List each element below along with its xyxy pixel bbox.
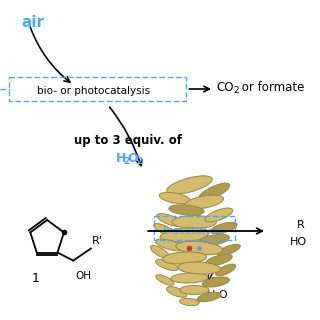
Ellipse shape: [169, 205, 204, 215]
Text: H: H: [116, 151, 126, 164]
Ellipse shape: [197, 292, 221, 302]
Ellipse shape: [159, 192, 190, 204]
Text: or formate: or formate: [237, 81, 304, 93]
Ellipse shape: [217, 244, 240, 256]
Text: OH: OH: [75, 271, 91, 281]
Text: 2: 2: [136, 156, 143, 165]
Text: HO: HO: [290, 237, 307, 247]
Ellipse shape: [180, 299, 199, 306]
Text: CO: CO: [216, 81, 233, 93]
Ellipse shape: [154, 224, 176, 236]
Ellipse shape: [163, 252, 207, 264]
Text: air: air: [21, 15, 44, 30]
Ellipse shape: [198, 234, 229, 246]
Text: 1: 1: [31, 271, 39, 284]
Ellipse shape: [156, 239, 184, 251]
Ellipse shape: [178, 262, 221, 274]
Text: 2: 2: [234, 85, 239, 94]
Text: R': R': [92, 236, 103, 245]
Ellipse shape: [185, 195, 223, 209]
Ellipse shape: [171, 273, 208, 283]
Ellipse shape: [205, 254, 232, 266]
Ellipse shape: [211, 222, 237, 234]
Text: R: R: [296, 220, 304, 230]
Ellipse shape: [156, 275, 174, 285]
Ellipse shape: [167, 176, 212, 194]
Ellipse shape: [180, 285, 209, 294]
Ellipse shape: [172, 215, 216, 228]
Ellipse shape: [160, 228, 209, 242]
Ellipse shape: [166, 287, 187, 297]
Ellipse shape: [198, 183, 230, 201]
Text: 2: 2: [124, 156, 130, 165]
Ellipse shape: [157, 214, 183, 226]
Text: O: O: [128, 151, 138, 164]
Text: biocatalysis: biocatalysis: [164, 226, 225, 236]
Text: up to 3 equiv. of: up to 3 equiv. of: [74, 133, 181, 147]
Ellipse shape: [176, 241, 223, 255]
Ellipse shape: [156, 260, 178, 271]
Ellipse shape: [150, 245, 170, 259]
Ellipse shape: [202, 277, 229, 287]
Text: H₂O: H₂O: [207, 290, 229, 300]
Ellipse shape: [205, 208, 233, 222]
Ellipse shape: [216, 264, 236, 276]
Text: bio- or photocatalysis: bio- or photocatalysis: [37, 86, 150, 96]
